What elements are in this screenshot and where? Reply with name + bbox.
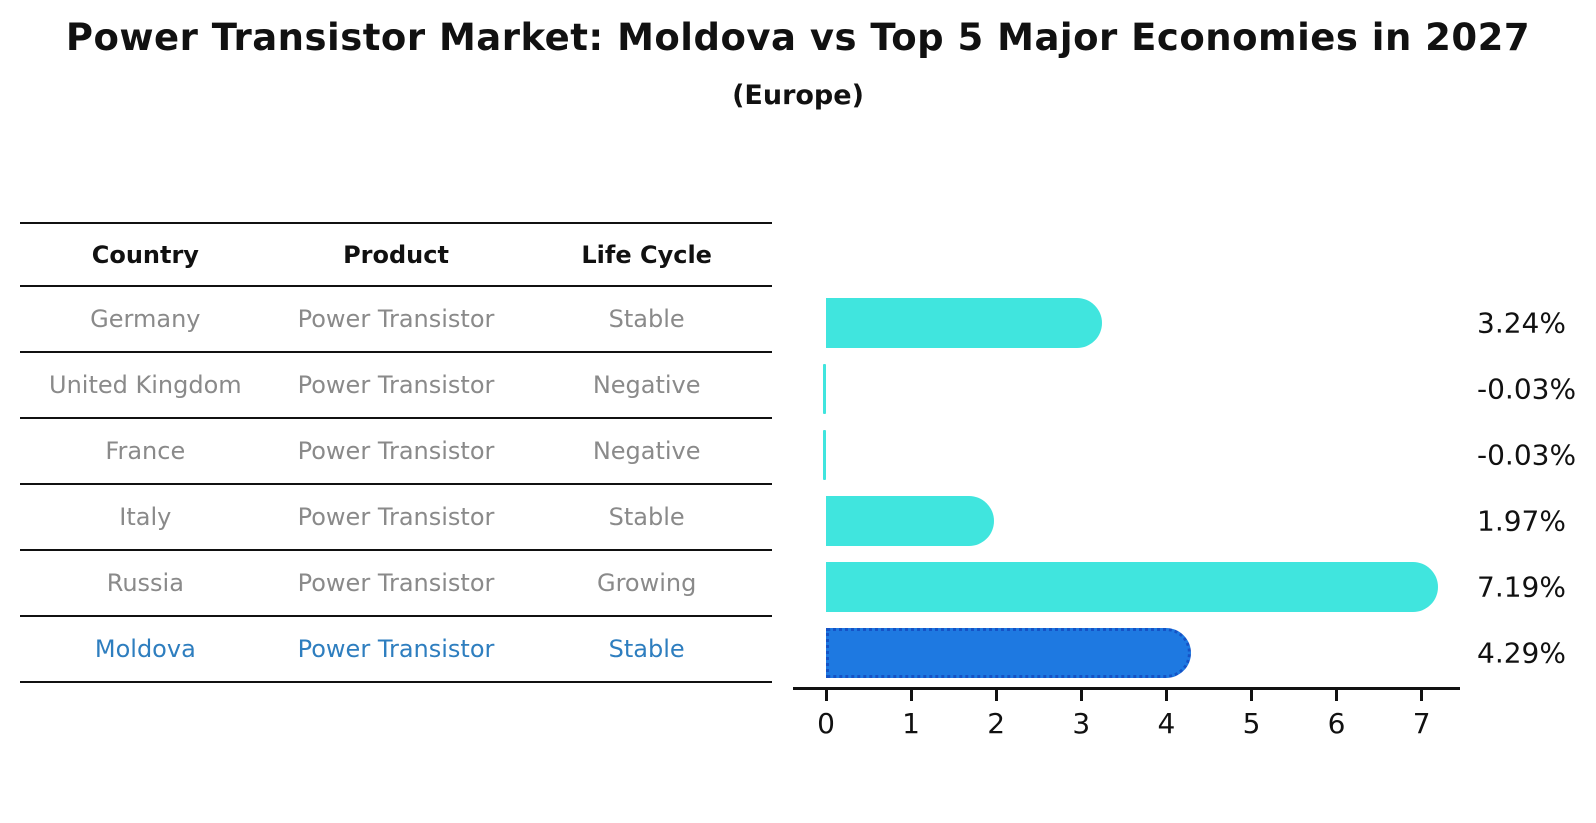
x-axis-tick-label: 7	[1412, 707, 1431, 740]
x-axis-tick-label: 1	[902, 707, 921, 740]
country-table: Country Product Life Cycle Germany Power …	[20, 222, 772, 683]
bar-value-label: 7.19%	[1477, 570, 1566, 604]
bar-value-label: 1.97%	[1477, 504, 1566, 538]
bar-value-label: 4.29%	[1477, 636, 1566, 670]
bar-chart-plot-area: 0 1 2 3 4 5 6 7	[793, 285, 1460, 740]
bar-france	[823, 430, 826, 480]
bar-value-label: -0.03%	[1477, 438, 1577, 472]
table-cell-product: Power Transistor	[297, 305, 495, 333]
table-cell-country: United Kingdom	[49, 371, 242, 399]
x-axis-tick-mark	[1420, 690, 1424, 701]
table-cell-product: Power Transistor	[297, 569, 495, 597]
bar-moldova	[826, 628, 1192, 678]
x-axis-tick-label: 0	[817, 707, 835, 740]
x-axis-tick-mark	[1079, 690, 1083, 701]
x-axis-tick-label: 6	[1327, 707, 1346, 740]
table-cell-product: Power Transistor	[297, 635, 495, 663]
bar-united-kingdom	[823, 364, 826, 414]
table-row-moldova: Moldova Power Transistor Stable	[20, 617, 772, 683]
table-body: Germany Power Transistor Stable United King…	[20, 287, 772, 683]
table-cell-product: Power Transistor	[297, 371, 495, 399]
x-axis-tick-label: 3	[1072, 707, 1091, 740]
bar-italy	[826, 496, 994, 546]
x-axis-tick-mark	[1164, 690, 1168, 701]
table-header-life-cycle: Life Cycle	[581, 240, 712, 269]
bar-value-label: -0.03%	[1477, 372, 1577, 406]
table-row-italy: Italy Power Transistor Stable	[20, 485, 772, 551]
table-cell-country: Germany	[90, 305, 201, 333]
x-axis-tick-label: 4	[1157, 707, 1176, 740]
x-axis-tick-label: 2	[987, 707, 1006, 740]
table-cell-life_cycle: Stable	[608, 305, 685, 333]
table-cell-product: Power Transistor	[297, 437, 495, 465]
table-cell-product: Power Transistor	[297, 503, 495, 531]
x-axis-tick-mark	[824, 690, 828, 701]
bar-russia	[826, 562, 1438, 612]
x-axis-tick-mark	[909, 690, 913, 701]
table-header-country: Country	[91, 240, 199, 269]
table-cell-life_cycle: Stable	[608, 503, 685, 531]
bar-germany	[826, 298, 1102, 348]
table-header-row: Country Product Life Cycle	[20, 222, 772, 287]
x-axis-tick-label: 5	[1242, 707, 1261, 740]
table-cell-country: France	[105, 437, 186, 465]
table-cell-life_cycle: Negative	[592, 437, 701, 465]
bar-value-label: 3.24%	[1477, 306, 1566, 340]
chart-subtitle: (Europe)	[732, 80, 864, 111]
table-cell-life_cycle: Negative	[592, 371, 701, 399]
table-cell-life_cycle: Stable	[608, 635, 685, 663]
table-header-product: Product	[343, 240, 449, 269]
x-axis-tick-mark	[1250, 690, 1253, 701]
table-row-germany: Germany Power Transistor Stable	[20, 287, 772, 353]
table-cell-country: Italy	[119, 503, 172, 531]
table-cell-country: Moldova	[94, 635, 196, 663]
table-row-russia: Russia Power Transistor Growing	[20, 551, 772, 617]
table-cell-life_cycle: Growing	[596, 569, 697, 597]
table-row-united-kingdom: United Kingdom Power Transistor Negative	[20, 353, 772, 419]
table-cell-country: Russia	[106, 569, 184, 597]
table-row-france: France Power Transistor Negative	[20, 419, 772, 485]
x-axis-tick-mark	[1335, 690, 1339, 701]
x-axis-tick-mark	[994, 690, 998, 701]
chart-title: Power Transistor Market: Moldova vs Top …	[65, 16, 1531, 59]
